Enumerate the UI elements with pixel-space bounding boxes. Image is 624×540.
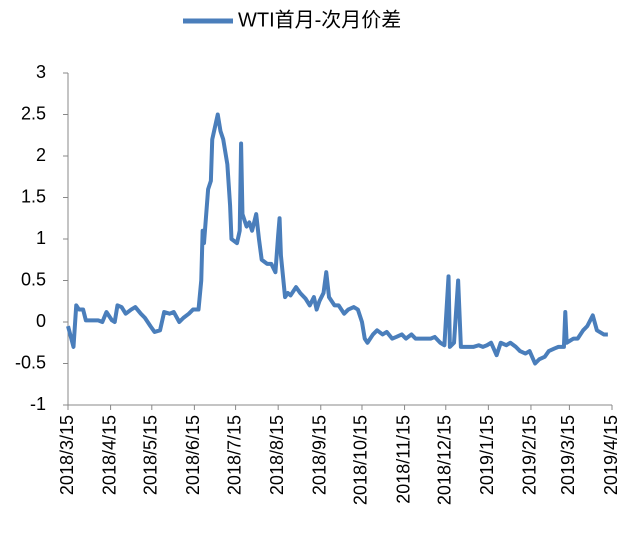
x-tick-label: 2018/12/15	[435, 415, 455, 505]
y-tick-label: 1.5	[21, 186, 46, 206]
y-tick-label: 1	[36, 228, 46, 248]
y-tick-label: -0.5	[15, 352, 46, 372]
x-tick-label: 2019/2/15	[520, 415, 540, 495]
y-tick-label: 0.5	[21, 269, 46, 289]
y-tick-label: 2.5	[21, 103, 46, 123]
y-tick-label: -1	[30, 394, 46, 414]
x-tick-label: 2018/5/15	[141, 415, 161, 495]
x-tick-label: 2018/8/15	[267, 415, 287, 495]
y-tick-label: 3	[36, 62, 46, 82]
x-tick-label: 2019/4/15	[601, 415, 621, 495]
x-tick-label: 2018/4/15	[99, 415, 119, 495]
x-tick-label: 2018/11/15	[393, 415, 413, 504]
y-tick-label: 2	[36, 145, 46, 165]
x-tick-label: 2018/7/15	[224, 415, 244, 495]
x-tick-label: 2018/9/15	[310, 415, 330, 495]
legend-label: WTI首月-次月价差	[238, 8, 401, 31]
x-tick-label: 2018/6/15	[183, 415, 203, 495]
x-tick-label: 2019/3/15	[558, 415, 578, 495]
y-tick-label: 0	[36, 311, 46, 331]
x-tick-label: 2019/1/15	[477, 415, 497, 495]
data-line	[66, 112, 608, 366]
x-tick-label: 2018/3/15	[57, 415, 77, 495]
x-tick-label: 2018/10/15	[351, 415, 371, 505]
